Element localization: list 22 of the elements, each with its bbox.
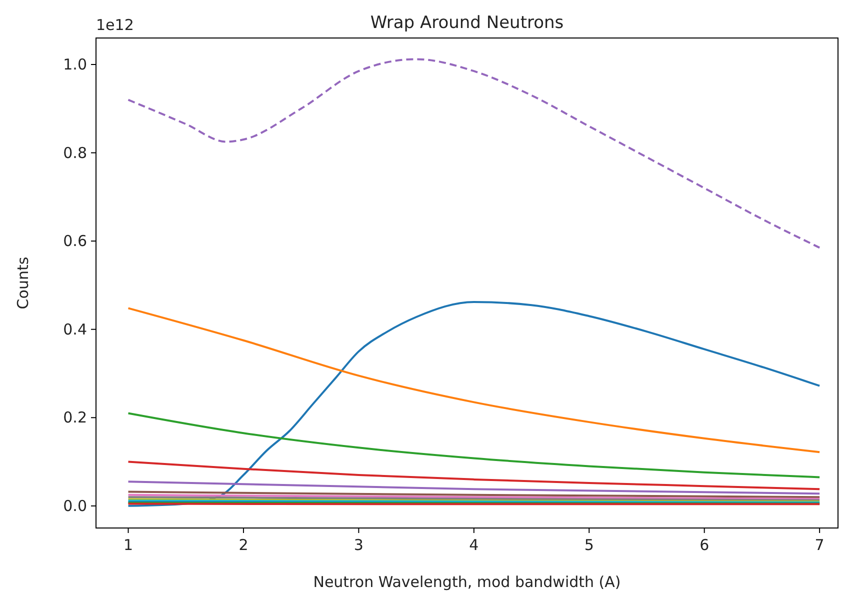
text: 1e12 [96,16,134,34]
x-axis-title: Neutron Wavelength, mod bandwidth (A) [313,573,621,591]
x-tick-label: 6 [700,536,710,554]
x-tick-label: 5 [584,536,594,554]
line-series [127,307,821,454]
line-series [127,58,821,249]
x-tick-label: 3 [354,536,364,554]
y-tick-label: 0.4 [63,320,87,338]
line-series [127,460,821,490]
x-tick-label: 4 [469,536,479,554]
x-tick-label: 2 [238,536,248,554]
y-tick-label: 1.0 [63,55,87,74]
x-tick-label: 7 [814,536,824,554]
line-series [127,412,821,478]
y-tick-label: 0.6 [63,232,87,250]
chart-title: Wrap Around Neutrons [370,13,564,33]
y-tick-label: 0.2 [63,408,87,427]
x-tick-label: 1 [123,536,134,554]
y-axis-title: Counts [14,256,32,310]
line-series [127,300,821,507]
y-tick-label: 0.0 [63,496,87,515]
y-tick-label: 0.8 [63,144,87,162]
